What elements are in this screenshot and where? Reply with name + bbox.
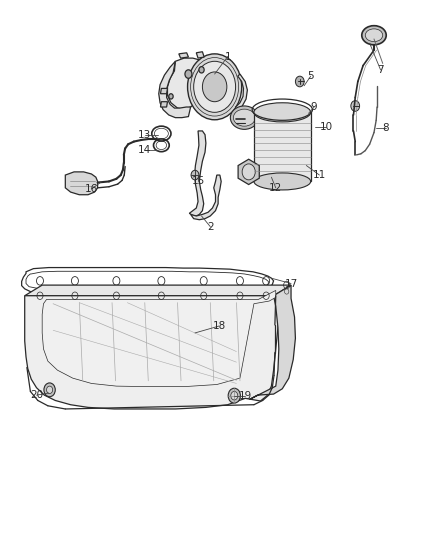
Text: 1: 1 [224, 52, 231, 61]
Text: 14: 14 [138, 144, 152, 155]
Text: 10: 10 [319, 122, 332, 132]
Polygon shape [238, 159, 259, 184]
Circle shape [295, 76, 304, 87]
Polygon shape [167, 58, 242, 109]
Polygon shape [65, 172, 98, 195]
Circle shape [191, 170, 199, 180]
Text: 16: 16 [85, 184, 98, 194]
Circle shape [169, 94, 173, 99]
Polygon shape [236, 74, 247, 111]
Circle shape [231, 391, 238, 400]
Ellipse shape [233, 109, 255, 126]
Text: 18: 18 [212, 321, 226, 331]
Ellipse shape [362, 26, 386, 45]
Text: 5: 5 [307, 71, 314, 81]
Circle shape [202, 72, 227, 102]
Polygon shape [254, 112, 311, 181]
Text: 2: 2 [207, 222, 214, 232]
Polygon shape [196, 52, 204, 58]
Text: 17: 17 [284, 279, 298, 288]
Ellipse shape [230, 106, 258, 130]
Ellipse shape [254, 103, 311, 122]
Text: 9: 9 [311, 102, 318, 112]
Circle shape [351, 101, 360, 111]
Polygon shape [179, 53, 188, 58]
Circle shape [187, 54, 242, 120]
Text: 11: 11 [313, 170, 326, 180]
Circle shape [44, 383, 55, 397]
Polygon shape [42, 290, 276, 386]
Circle shape [199, 67, 204, 73]
Polygon shape [25, 285, 291, 296]
Text: 12: 12 [269, 183, 283, 193]
Text: 19: 19 [239, 391, 252, 401]
Circle shape [228, 388, 240, 403]
Ellipse shape [365, 29, 383, 42]
Polygon shape [191, 175, 221, 220]
Circle shape [194, 61, 236, 112]
Text: 20: 20 [30, 390, 43, 400]
Text: 7: 7 [377, 65, 384, 75]
Polygon shape [250, 285, 295, 399]
Polygon shape [159, 61, 191, 118]
Circle shape [46, 386, 53, 393]
Text: 13: 13 [138, 130, 152, 140]
Circle shape [185, 70, 192, 78]
Polygon shape [189, 131, 206, 216]
Polygon shape [25, 296, 279, 409]
Text: 8: 8 [382, 123, 389, 133]
Text: 15: 15 [191, 176, 205, 187]
Ellipse shape [254, 173, 311, 190]
Polygon shape [160, 88, 167, 94]
Polygon shape [160, 102, 167, 107]
Circle shape [242, 164, 255, 180]
